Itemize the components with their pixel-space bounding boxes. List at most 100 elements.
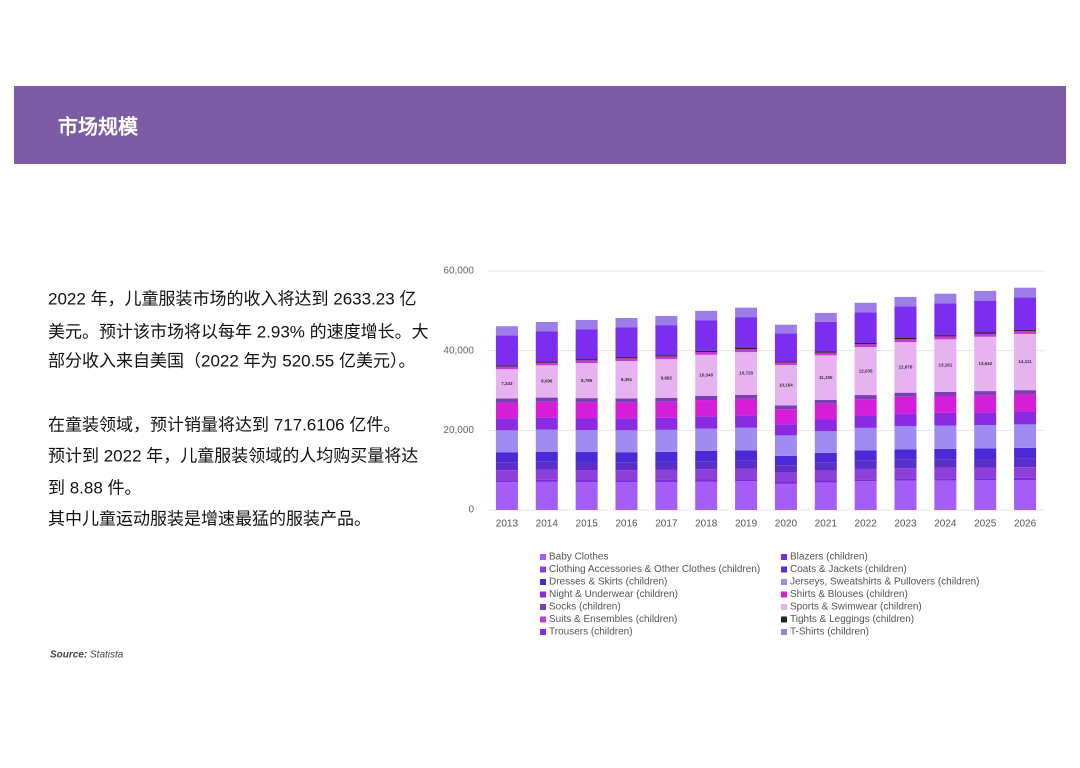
bar-segment [495,402,518,419]
bar-segment [1014,467,1037,478]
bar-segment [854,450,877,461]
bar-segment [655,401,678,418]
value-label: 10,340 [699,373,713,378]
bar-segment [695,450,718,462]
bar-segment [735,307,758,318]
bar-segment [934,391,957,396]
bar-segment [774,362,797,366]
bar-segment [535,417,558,430]
bar-segment [735,415,758,428]
x-tick-label: 2024 [934,519,957,530]
bar-segment [774,424,797,436]
bar-segment [575,363,598,399]
bar-segment [695,320,718,351]
legend-label: Trousers (children) [549,627,633,638]
bar-segment [495,480,518,483]
legend-label: Night & Underwear (children) [549,589,678,600]
bar-segment [495,365,518,367]
bar-segment [814,355,837,400]
x-tick-label: 2025 [974,519,997,530]
legend-label: Dresses & Skirts (children) [549,577,667,588]
legend-label: Shirts & Blouses (children) [790,589,908,600]
bar-segment [495,452,518,463]
x-tick-label: 2022 [855,519,878,530]
bar-segment [655,417,678,430]
bar-segment [735,347,758,350]
bar-segment [934,412,957,426]
x-tick-label: 2021 [815,519,838,530]
bar-segment [894,459,917,469]
bar-segment [615,358,638,362]
x-tick-label: 2019 [735,519,758,530]
paragraph-line: 部分收入来自美国（2022 年为 520.55 亿美元）。 [48,351,415,370]
legend-label: T-Shirts (children) [790,627,869,638]
value-label: 12,678 [899,365,913,370]
bar-segment [615,462,638,471]
bar-segment [934,448,957,460]
bar-segment [535,401,558,418]
y-tick-label: 0 [468,505,474,516]
bar-segment [695,461,718,470]
bar-segment [814,462,837,471]
value-label: 12,035 [859,368,873,373]
header-bar [14,86,1066,164]
bar-segment [1014,333,1037,391]
paragraph-line: 到 8.88 件。 [48,478,142,497]
paragraph-line: 其中儿童运动服装是增速最猛的服装产品。 [48,509,371,528]
bar-segment [774,409,797,425]
bar-segment [695,350,718,352]
value-label: 13,642 [978,361,992,366]
bar-segment [655,325,678,356]
bar-segment [735,349,758,353]
bar-segment [774,324,797,334]
bar-segment [1014,424,1037,448]
value-label: 8,096 [541,379,553,384]
bar-segment [1014,394,1037,412]
bar-segment [854,481,877,510]
bar-segment [655,315,678,326]
bar-segment [814,452,837,463]
bar-segment [495,398,518,403]
bar-segment [535,321,558,332]
bar-segment [615,482,638,510]
bar-segment [814,399,837,404]
legend-swatch [781,579,787,585]
bar-segment [894,306,917,338]
bar-segment [814,470,837,481]
bar-segment [495,470,518,481]
bar-segment [615,418,638,431]
x-tick-label: 2015 [576,519,599,530]
bar-segment [1014,480,1037,510]
bar-segment [495,369,518,399]
bar-segment [894,296,917,307]
bar-segment [854,312,877,344]
bar-segment [655,356,678,360]
bar-segment [575,329,598,360]
bar-segment [695,351,718,355]
bar-segment [774,455,797,466]
bar-segment [535,362,558,366]
bar-segment [655,359,678,398]
bar-segment [974,478,997,481]
bar-segment [774,361,797,363]
x-tick-label: 2018 [695,519,718,530]
y-tick-label: 60,000 [443,266,474,277]
x-tick-label: 2023 [894,519,917,530]
legend-swatch [781,629,787,635]
bar-segment [615,452,638,463]
x-tick-label: 2020 [775,519,798,530]
paragraph-line: 预计到 2022 年，儿童服装领域的人均购买量将达 [48,446,418,465]
bar-segment [615,318,638,328]
legend-label: Coats & Jackets (children) [790,564,907,575]
bar-segment [974,412,997,426]
bar-segment [854,468,877,480]
legend-label: Socks (children) [549,602,621,613]
bar-segment [774,482,797,484]
bar-segment [615,402,638,419]
bar-segment [655,397,678,402]
bar-segment [934,459,957,468]
bar-segment [1014,458,1037,468]
bar-segment [575,319,598,330]
bar-segment [535,461,558,470]
bar-segment [894,342,917,393]
